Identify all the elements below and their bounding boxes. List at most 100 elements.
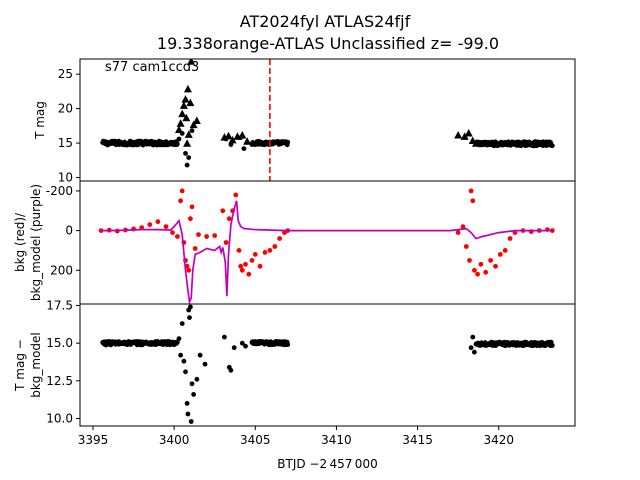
bkg-point-31 <box>243 261 248 267</box>
series-0-point-4 <box>186 155 192 161</box>
series-0-segment-2-point <box>549 143 555 149</box>
bkg-point-18 <box>189 204 195 210</box>
bkg-point-50 <box>478 261 484 267</box>
series-1-point-11 <box>189 120 198 129</box>
x-tick-label: 3410 <box>321 433 352 447</box>
bkg-point-17 <box>188 216 193 222</box>
series-0-segment-1-point <box>285 139 291 145</box>
series-0-point-3 <box>181 358 187 364</box>
ccd-annotation: s77 cam1ccd3 <box>105 60 199 75</box>
series-0-point-11 <box>189 381 195 387</box>
bkg-point-21 <box>204 234 210 239</box>
series-0-point-0 <box>176 136 182 142</box>
series-0-point-5 <box>184 401 190 406</box>
bkg-point-47 <box>470 198 476 204</box>
series-1-point-23 <box>472 139 480 147</box>
series-0-point-1 <box>178 352 184 358</box>
x-tick-label: 3405 <box>240 433 271 447</box>
series-0-point-0 <box>176 336 182 341</box>
series-0-point-3 <box>184 162 190 168</box>
series-1-point-20 <box>460 132 469 140</box>
panel-bottom-mag-minus-bkg: 10.0 12.5 15.0 17.5 T mag − bkg_model 3395 3400… <box>13 299 576 471</box>
x-tick-label: 3395 <box>78 433 109 447</box>
series-1-point-5 <box>182 113 191 122</box>
bkg-point-8 <box>163 224 169 230</box>
y-axis-label: bkg (red)/bkg_model (purple) <box>13 184 43 301</box>
bkg-point-44 <box>463 244 469 249</box>
top-data-layer <box>100 59 555 181</box>
y-tick-label: 15 <box>58 136 73 150</box>
bkg-point-20 <box>196 232 201 238</box>
series-0-point-23 <box>470 334 476 340</box>
series-0-point-20 <box>239 340 245 346</box>
y-tick-label: 20 <box>58 102 73 116</box>
x-tick-label: 3420 <box>483 433 514 447</box>
series-1-point-2 <box>178 109 187 118</box>
series-1-point-4 <box>181 95 190 103</box>
series-0-point-16 <box>222 334 227 340</box>
series-1-point-15 <box>228 135 237 144</box>
series-1-point-0 <box>175 125 183 133</box>
bkg-point-9 <box>170 230 175 236</box>
y-axis-label-line: T mag <box>33 101 47 140</box>
bkg-point-10 <box>175 234 180 239</box>
x-tick-label: 3415 <box>402 433 433 447</box>
series-0-point-22 <box>468 345 474 351</box>
y-axis-label: T mag − bkg_model <box>13 332 43 398</box>
bkg-point-6 <box>147 222 153 228</box>
series-0-segment-0-point <box>175 141 180 147</box>
panel-middle-background: -200 0 200 bkg (red)/bkg_model (purple) <box>13 180 576 305</box>
chart-title-line-1: AT2024fyl ATLAS24fjf <box>240 12 411 31</box>
y-tick-label: 15.0 <box>46 336 73 350</box>
series-0-point-5 <box>189 128 195 134</box>
series-0-point-13 <box>194 376 200 382</box>
series-1-point-7 <box>183 84 192 93</box>
bkg-point-34 <box>252 252 258 257</box>
bkg-point-38 <box>272 244 278 249</box>
series-1-point-6 <box>183 139 192 147</box>
bkg-point-49 <box>475 271 480 277</box>
bkg-point-46 <box>468 188 474 194</box>
series-0-point-12 <box>191 392 197 397</box>
x-axis-label: BTJD −2 457 000 <box>277 457 377 471</box>
series-1-point-14 <box>224 131 233 140</box>
bkg-point-28 <box>236 248 242 253</box>
y-axis-label-line: bkg (red)/ <box>13 212 27 272</box>
series-1-point-19 <box>454 131 463 139</box>
series-0-point-19 <box>231 345 237 351</box>
series-0-point-4 <box>183 369 188 375</box>
bkg-point-27 <box>233 192 239 198</box>
y-axis-label: T mag <box>33 101 47 140</box>
bkg-point-53 <box>493 263 498 269</box>
bkg-point-19 <box>192 246 198 251</box>
bkg-point-48 <box>472 267 477 273</box>
y-tick-label: 12.5 <box>46 374 73 388</box>
y-axis-label-line: bkg_model (purple) <box>29 184 43 301</box>
series-0-point-15 <box>202 361 208 367</box>
series-1-point-12 <box>192 116 201 125</box>
series-0-segment-1-point <box>285 342 291 347</box>
bkg-point-54 <box>497 252 503 257</box>
bkg-point-29 <box>238 263 244 269</box>
bkg-point-11 <box>178 198 184 204</box>
series-0-point-2 <box>179 321 185 326</box>
y-tick-label: 0 <box>65 224 73 238</box>
series-1-point-21 <box>464 128 473 137</box>
bkg-point-35 <box>257 263 263 269</box>
bkg-point-16 <box>186 267 192 273</box>
bkg-model-line <box>101 200 553 304</box>
series-0-point-18 <box>228 367 234 373</box>
bkg-point-23 <box>220 208 226 214</box>
series-0-point-8 <box>187 315 192 320</box>
bkg-point-37 <box>267 248 273 253</box>
y-axis-label-line: T mag − <box>13 339 27 392</box>
y-tick-label: 200 <box>50 263 73 277</box>
bkg-point-33 <box>249 258 255 263</box>
series-1-point-10 <box>187 59 196 65</box>
bkg-point-24 <box>223 240 229 245</box>
y-tick-label: 25 <box>58 67 73 81</box>
bkg-point-55 <box>502 248 508 253</box>
series-1-point-18 <box>243 137 252 145</box>
series-0-point-14 <box>197 352 203 358</box>
